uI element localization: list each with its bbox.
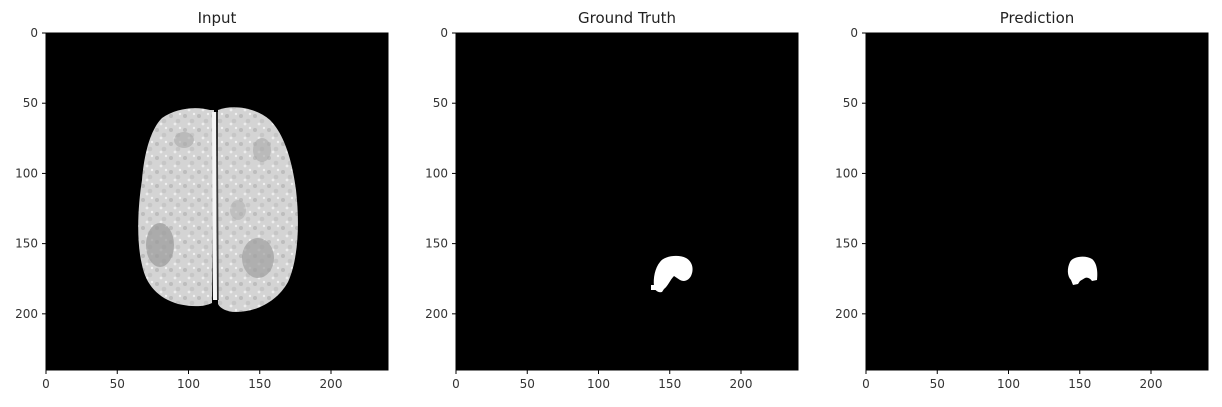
y-tick-label: 50 xyxy=(433,96,448,110)
y-axis: 0 50 100 150 200 xyxy=(425,26,456,321)
y-tick-label: 100 xyxy=(15,166,38,180)
y-tick-label: 150 xyxy=(835,237,858,251)
x-axis: 0 50 100 150 200 xyxy=(862,370,1162,391)
y-tick-label: 0 xyxy=(850,26,858,40)
y-tick-label: 0 xyxy=(30,26,38,40)
y-tick-label: 150 xyxy=(425,237,448,251)
prediction-mask xyxy=(1067,256,1098,285)
ground-truth-mask xyxy=(651,255,693,293)
x-axis: 0 50 100 150 200 xyxy=(42,370,342,391)
y-tick-label: 200 xyxy=(425,307,448,321)
image-background xyxy=(456,33,798,370)
x-axis: 0 50 100 150 200 xyxy=(452,370,752,391)
panel-title: Input xyxy=(198,9,237,27)
x-tick-label: 100 xyxy=(177,377,200,391)
x-tick-label: 100 xyxy=(997,377,1020,391)
panel-input: Input 0 50 100 150 200 0 50 100 150 200 xyxy=(15,9,389,391)
x-tick-label: 200 xyxy=(1140,377,1163,391)
y-tick-label: 0 xyxy=(440,26,448,40)
x-tick-label: 100 xyxy=(587,377,610,391)
x-tick-label: 0 xyxy=(452,377,460,391)
x-tick-label: 0 xyxy=(42,377,50,391)
brain-mri-image xyxy=(138,107,298,313)
y-tick-label: 150 xyxy=(15,237,38,251)
x-tick-label: 200 xyxy=(730,377,753,391)
y-axis: 0 50 100 150 200 xyxy=(835,26,866,321)
y-tick-label: 100 xyxy=(425,166,448,180)
y-tick-label: 50 xyxy=(23,96,38,110)
y-tick-label: 100 xyxy=(835,166,858,180)
x-tick-label: 50 xyxy=(520,377,535,391)
x-tick-label: 50 xyxy=(930,377,945,391)
panel-ground-truth: Ground Truth 0 50 100 150 200 0 50 100 150 200 xyxy=(425,9,799,391)
y-tick-label: 50 xyxy=(843,96,858,110)
x-tick-label: 200 xyxy=(320,377,343,391)
y-tick-label: 200 xyxy=(15,307,38,321)
x-tick-label: 150 xyxy=(248,377,271,391)
image-background xyxy=(866,33,1208,370)
panel-title: Ground Truth xyxy=(578,9,676,27)
y-tick-label: 200 xyxy=(835,307,858,321)
x-tick-label: 150 xyxy=(658,377,681,391)
y-axis: 0 50 100 150 200 xyxy=(15,26,46,321)
x-tick-label: 50 xyxy=(110,377,125,391)
x-tick-label: 0 xyxy=(862,377,870,391)
x-tick-label: 150 xyxy=(1068,377,1091,391)
panel-title: Prediction xyxy=(1000,9,1075,27)
panel-prediction: Prediction 0 50 100 150 200 0 50 100 150 200 xyxy=(835,9,1209,391)
